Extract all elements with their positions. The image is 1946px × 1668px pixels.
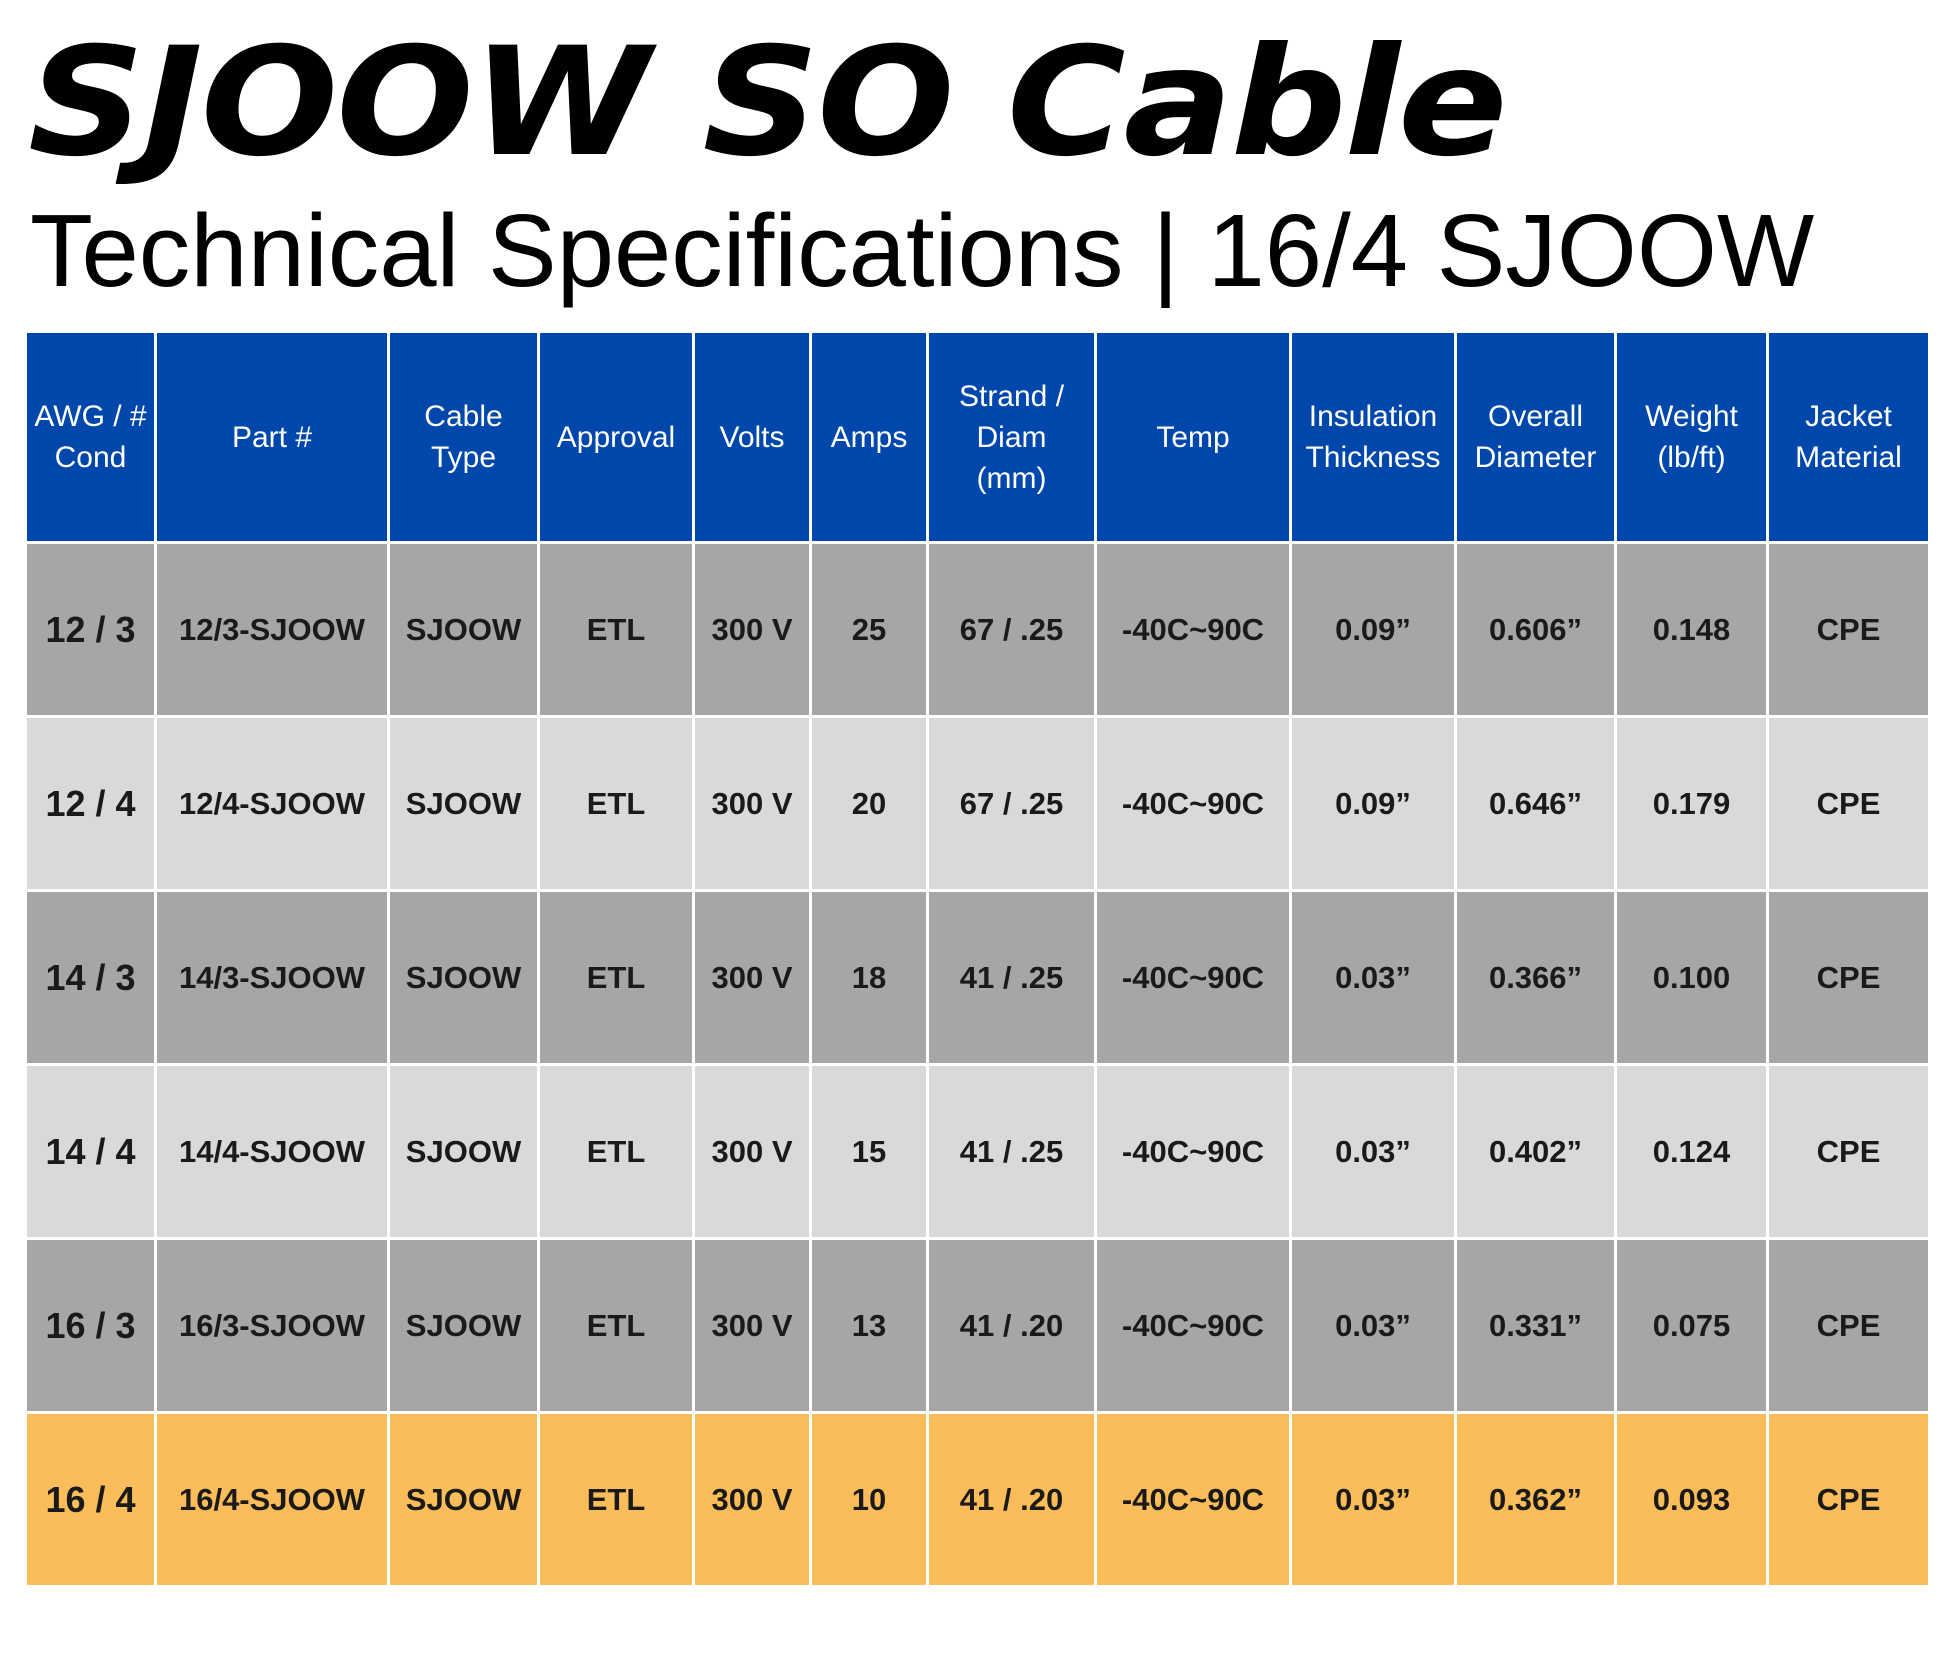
cell-insulation: 0.09” — [1289, 715, 1457, 892]
cell-cable-type: SJOOW — [387, 1237, 540, 1414]
cell-approval: ETL — [537, 1411, 695, 1588]
cell-approval: ETL — [537, 889, 695, 1066]
page-subtitle: Technical Specifications | 16/4 SJOOW — [30, 193, 1815, 308]
cell-awg: 16 / 4 — [24, 1411, 157, 1588]
cell-temp: -40C~90C — [1094, 541, 1292, 718]
cell-weight: 0.093 — [1614, 1411, 1769, 1588]
cell-diameter: 0.362” — [1454, 1411, 1617, 1588]
cell-awg: 14 / 3 — [24, 889, 157, 1066]
cell-strand: 67 / .25 — [926, 541, 1097, 718]
column-header-diameter: Overall Diameter — [1454, 330, 1617, 544]
cell-temp: -40C~90C — [1094, 889, 1292, 1066]
cell-volts: 300 V — [692, 541, 812, 718]
cell-amps: 13 — [809, 1237, 929, 1414]
column-header-amps: Amps — [809, 330, 929, 544]
cell-part: 12/4-SJOOW — [154, 715, 390, 892]
cell-diameter: 0.366” — [1454, 889, 1617, 1066]
column-header-insulation: Insulation Thickness — [1289, 330, 1457, 544]
table-row: 16 / 3 16/3-SJOOW SJOOW ETL 300 V 13 41 … — [24, 1237, 1931, 1414]
cell-cable-type: SJOOW — [387, 715, 540, 892]
cell-diameter: 0.646” — [1454, 715, 1617, 892]
cell-insulation: 0.03” — [1289, 889, 1457, 1066]
cell-amps: 25 — [809, 541, 929, 718]
table-row-highlighted: 16 / 4 16/4-SJOOW SJOOW ETL 300 V 10 41 … — [24, 1411, 1931, 1588]
column-header-strand: Strand / Diam (mm) — [926, 330, 1097, 544]
cell-volts: 300 V — [692, 1237, 812, 1414]
cell-part: 14/4-SJOOW — [154, 1063, 390, 1240]
cell-diameter: 0.402” — [1454, 1063, 1617, 1240]
cell-strand: 67 / .25 — [926, 715, 1097, 892]
cell-awg: 12 / 3 — [24, 541, 157, 718]
cell-awg: 14 / 4 — [24, 1063, 157, 1240]
cell-volts: 300 V — [692, 1063, 812, 1240]
cell-part: 14/3-SJOOW — [154, 889, 390, 1066]
cell-cable-type: SJOOW — [387, 1063, 540, 1240]
cell-volts: 300 V — [692, 889, 812, 1066]
cell-weight: 0.124 — [1614, 1063, 1769, 1240]
table-header-row: AWG / # Cond Part # Cable Type Approval … — [24, 330, 1931, 544]
cell-temp: -40C~90C — [1094, 1411, 1292, 1588]
cell-strand: 41 / .20 — [926, 1411, 1097, 1588]
cell-approval: ETL — [537, 1237, 695, 1414]
cell-diameter: 0.606” — [1454, 541, 1617, 718]
cell-approval: ETL — [537, 1063, 695, 1240]
cell-strand: 41 / .25 — [926, 889, 1097, 1066]
page-title: SJOOW SO Cable — [28, 16, 1508, 190]
cell-temp: -40C~90C — [1094, 715, 1292, 892]
column-header-approval: Approval — [537, 330, 695, 544]
cell-weight: 0.179 — [1614, 715, 1769, 892]
table-row: 14 / 4 14/4-SJOOW SJOOW ETL 300 V 15 41 … — [24, 1063, 1931, 1240]
table-row: 12 / 4 12/4-SJOOW SJOOW ETL 300 V 20 67 … — [24, 715, 1931, 892]
column-header-jacket: Jacket Material — [1766, 330, 1931, 544]
cell-temp: -40C~90C — [1094, 1063, 1292, 1240]
column-header-part: Part # — [154, 330, 390, 544]
cell-jacket: CPE — [1766, 1063, 1931, 1240]
cell-jacket: CPE — [1766, 1411, 1931, 1588]
cell-jacket: CPE — [1766, 541, 1931, 718]
cell-awg: 12 / 4 — [24, 715, 157, 892]
cell-jacket: CPE — [1766, 889, 1931, 1066]
cell-insulation: 0.03” — [1289, 1063, 1457, 1240]
column-header-weight: Weight (lb/ft) — [1614, 330, 1769, 544]
cell-weight: 0.148 — [1614, 541, 1769, 718]
cell-volts: 300 V — [692, 1411, 812, 1588]
cell-cable-type: SJOOW — [387, 1411, 540, 1588]
table-row: 14 / 3 14/3-SJOOW SJOOW ETL 300 V 18 41 … — [24, 889, 1931, 1066]
cell-amps: 18 — [809, 889, 929, 1066]
column-header-awg: AWG / # Cond — [24, 330, 157, 544]
column-header-cable-type: Cable Type — [387, 330, 540, 544]
cell-volts: 300 V — [692, 715, 812, 892]
spec-table: AWG / # Cond Part # Cable Type Approval … — [24, 330, 1931, 1588]
column-header-temp: Temp — [1094, 330, 1292, 544]
cell-insulation: 0.09” — [1289, 541, 1457, 718]
cell-cable-type: SJOOW — [387, 541, 540, 718]
cell-part: 16/4-SJOOW — [154, 1411, 390, 1588]
cell-awg: 16 / 3 — [24, 1237, 157, 1414]
cell-amps: 20 — [809, 715, 929, 892]
column-header-volts: Volts — [692, 330, 812, 544]
cell-strand: 41 / .25 — [926, 1063, 1097, 1240]
cell-temp: -40C~90C — [1094, 1237, 1292, 1414]
cell-strand: 41 / .20 — [926, 1237, 1097, 1414]
cell-weight: 0.075 — [1614, 1237, 1769, 1414]
cell-approval: ETL — [537, 715, 695, 892]
cell-diameter: 0.331” — [1454, 1237, 1617, 1414]
cell-insulation: 0.03” — [1289, 1411, 1457, 1588]
cell-insulation: 0.03” — [1289, 1237, 1457, 1414]
cell-jacket: CPE — [1766, 1237, 1931, 1414]
cell-jacket: CPE — [1766, 715, 1931, 892]
cell-approval: ETL — [537, 541, 695, 718]
cell-part: 12/3-SJOOW — [154, 541, 390, 718]
cell-amps: 15 — [809, 1063, 929, 1240]
cell-part: 16/3-SJOOW — [154, 1237, 390, 1414]
table-row: 12 / 3 12/3-SJOOW SJOOW ETL 300 V 25 67 … — [24, 541, 1931, 718]
cell-cable-type: SJOOW — [387, 889, 540, 1066]
cell-amps: 10 — [809, 1411, 929, 1588]
cell-weight: 0.100 — [1614, 889, 1769, 1066]
